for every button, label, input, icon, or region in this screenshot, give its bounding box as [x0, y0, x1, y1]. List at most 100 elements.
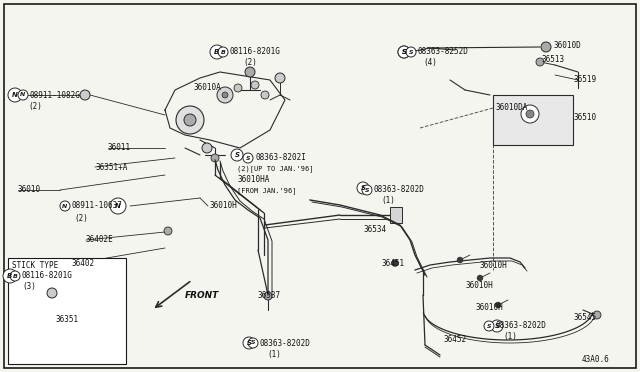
Circle shape: [264, 292, 272, 300]
Text: 36010D: 36010D: [554, 41, 582, 49]
Circle shape: [536, 58, 544, 66]
Circle shape: [8, 88, 22, 102]
Circle shape: [484, 321, 494, 331]
Text: FRONT: FRONT: [185, 291, 220, 299]
Text: 36402E: 36402E: [86, 235, 114, 244]
Text: 36011: 36011: [108, 144, 131, 153]
Text: 36010HA: 36010HA: [237, 176, 269, 185]
Text: 36010DA: 36010DA: [495, 103, 527, 112]
Circle shape: [245, 67, 255, 77]
Text: [FROM JAN.'96]: [FROM JAN.'96]: [237, 187, 296, 195]
Circle shape: [18, 90, 28, 100]
Circle shape: [80, 90, 90, 100]
Circle shape: [3, 269, 17, 283]
Text: 36451: 36451: [381, 259, 404, 267]
Text: 36537: 36537: [257, 291, 280, 299]
Text: B: B: [13, 273, 17, 279]
Circle shape: [526, 110, 534, 118]
Text: 08363-8202D: 08363-8202D: [260, 339, 311, 347]
Text: S: S: [365, 187, 369, 192]
Text: 36534: 36534: [364, 225, 387, 234]
Circle shape: [60, 201, 70, 211]
Circle shape: [222, 92, 228, 98]
Text: (1): (1): [267, 350, 281, 359]
Text: 36452: 36452: [444, 336, 467, 344]
Text: N: N: [62, 203, 68, 208]
Text: (2)[UP TO JAN.'96]: (2)[UP TO JAN.'96]: [237, 166, 314, 172]
Text: S: S: [234, 152, 239, 158]
Circle shape: [211, 154, 219, 162]
Text: (3): (3): [22, 282, 36, 292]
Circle shape: [251, 81, 259, 89]
Circle shape: [541, 42, 551, 52]
Text: (1): (1): [381, 196, 395, 205]
Text: 36510: 36510: [574, 113, 597, 122]
Text: (1): (1): [503, 333, 517, 341]
Circle shape: [593, 311, 601, 319]
Text: 36010H: 36010H: [476, 304, 504, 312]
Circle shape: [218, 47, 228, 57]
Circle shape: [184, 114, 196, 126]
Circle shape: [392, 260, 399, 266]
Text: 08363-8202I: 08363-8202I: [255, 154, 306, 163]
Text: S: S: [251, 340, 255, 346]
Text: 08363-8202D: 08363-8202D: [496, 321, 547, 330]
Circle shape: [243, 337, 255, 349]
Bar: [8, 258, 126, 364]
Text: S: S: [487, 324, 492, 328]
Circle shape: [231, 149, 243, 161]
Circle shape: [275, 73, 285, 83]
Text: S: S: [401, 49, 406, 55]
Text: S: S: [360, 185, 365, 191]
Circle shape: [521, 105, 539, 123]
Circle shape: [10, 271, 20, 281]
Text: B: B: [7, 273, 13, 279]
Text: S: S: [246, 340, 252, 346]
Text: 08911-1082G: 08911-1082G: [30, 90, 81, 99]
Text: B: B: [221, 49, 225, 55]
Text: 36351+A: 36351+A: [95, 163, 127, 171]
Text: 08363-8202D: 08363-8202D: [374, 186, 425, 195]
Text: 43A0.6: 43A0.6: [582, 356, 610, 365]
Text: STICK TYPE: STICK TYPE: [12, 260, 58, 269]
Text: N: N: [115, 203, 121, 209]
Circle shape: [357, 182, 369, 194]
Circle shape: [234, 84, 242, 92]
Text: S: S: [495, 323, 499, 329]
Circle shape: [248, 338, 258, 348]
Bar: [493, 95, 573, 145]
Circle shape: [110, 198, 126, 214]
Text: 36351: 36351: [55, 315, 78, 324]
Text: 36010H: 36010H: [466, 280, 493, 289]
Text: 36010H: 36010H: [210, 202, 237, 211]
Text: 36545: 36545: [573, 314, 596, 323]
Circle shape: [398, 46, 410, 58]
Text: N: N: [20, 93, 26, 97]
Text: 36519: 36519: [574, 76, 597, 84]
Text: S: S: [246, 155, 250, 160]
Text: (4): (4): [423, 58, 437, 67]
Text: 08116-8201G: 08116-8201G: [22, 272, 73, 280]
Circle shape: [406, 47, 416, 57]
Circle shape: [176, 106, 204, 134]
Text: 36010: 36010: [18, 186, 41, 195]
Text: (2): (2): [28, 103, 42, 112]
Circle shape: [362, 185, 372, 195]
Circle shape: [457, 257, 463, 263]
Circle shape: [243, 153, 253, 163]
Circle shape: [398, 46, 410, 58]
Circle shape: [202, 143, 212, 153]
Circle shape: [217, 87, 233, 103]
Text: 36010A: 36010A: [193, 83, 221, 93]
Circle shape: [491, 320, 503, 332]
Circle shape: [495, 302, 501, 308]
Text: S: S: [401, 49, 406, 55]
Circle shape: [261, 91, 269, 99]
Circle shape: [210, 45, 224, 59]
Text: B: B: [214, 49, 220, 55]
Circle shape: [477, 275, 483, 281]
Text: (2): (2): [74, 214, 88, 222]
Text: 08116-8201G: 08116-8201G: [230, 48, 281, 57]
Text: (2): (2): [243, 58, 257, 67]
Bar: [390, 207, 402, 223]
